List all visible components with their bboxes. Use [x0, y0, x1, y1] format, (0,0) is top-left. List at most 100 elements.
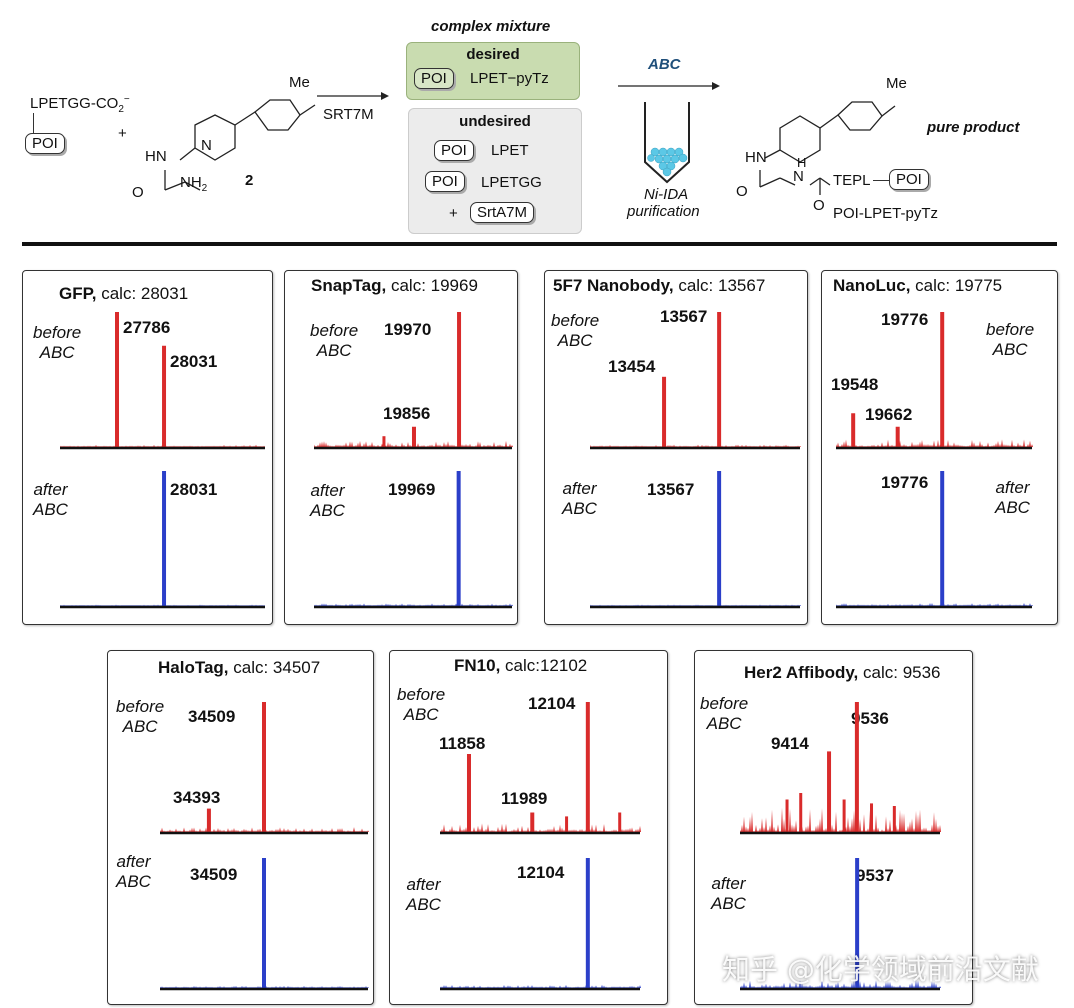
- noise-trace: [590, 444, 801, 447]
- before-spectrum: [440, 702, 641, 835]
- before-abc-label: before ABC: [33, 323, 82, 362]
- peak-label: 28031: [170, 352, 218, 371]
- hn-label: HN: [145, 148, 167, 165]
- amide-n-label: N: [793, 168, 804, 185]
- plus-sign: +: [449, 205, 458, 222]
- oxygen-label: O: [813, 197, 825, 214]
- peak-27786: [115, 312, 120, 447]
- peak-12104: [585, 702, 590, 832]
- peak-label: 9537: [856, 866, 894, 885]
- peak-label: 19548: [831, 375, 879, 394]
- panel-title: SnapTag, calc: 19969: [311, 276, 478, 296]
- panel-title: Her2 Affibody, calc: 9536: [744, 663, 941, 683]
- arrow-icon: [317, 92, 389, 100]
- amide-h-label: H: [797, 155, 807, 170]
- peak-34393: [206, 808, 211, 832]
- bond-line: [873, 180, 889, 182]
- before-abc-label: before ABC: [700, 694, 749, 733]
- before-spectrum: [590, 312, 801, 450]
- poi-pill: POI: [425, 171, 465, 192]
- undesired-product-2: LPETGG: [481, 174, 542, 191]
- before-abc-label: before ABC: [116, 697, 165, 736]
- peak-19776: [940, 471, 945, 606]
- protein-name: FN10,: [454, 656, 501, 675]
- before-abc-label: before ABC: [397, 685, 446, 724]
- watermark: 知乎 @化学领域前沿文献: [722, 953, 1039, 986]
- spectrum-panel: [107, 650, 374, 1005]
- mixture-title: complex mixture: [431, 18, 551, 35]
- peak-label: 19776: [881, 473, 929, 492]
- before-spectrum: [314, 312, 513, 450]
- before-spectrum: [740, 702, 941, 835]
- before-spectrum: [160, 702, 369, 835]
- peak-28031: [162, 345, 167, 447]
- peak-13567: [717, 471, 722, 606]
- protein-name: GFP,: [59, 284, 97, 303]
- desired-box: desired POI LPET−pyTz: [406, 42, 580, 100]
- peak-label: 11989: [501, 789, 548, 808]
- noise-trace: [740, 980, 941, 988]
- peak-9536: [854, 702, 859, 832]
- methyl-label: Me: [886, 75, 907, 92]
- after-abc-label: after ABC: [116, 852, 151, 891]
- minor-peak: [799, 793, 803, 832]
- poi-pill: POI: [889, 169, 929, 190]
- peak-label: 9414: [771, 734, 809, 753]
- peak-label: 13567: [660, 307, 708, 326]
- peak-19548: [851, 413, 856, 447]
- panel-title: GFP, calc: 28031: [59, 284, 188, 304]
- peak-13454: [662, 376, 667, 447]
- product-name: POI-LPET-pyTz: [833, 205, 939, 222]
- peak-label: 28031: [170, 480, 218, 499]
- peak-label: 34509: [190, 865, 238, 884]
- minor-peak: [382, 436, 386, 447]
- product-structure: [759, 101, 896, 195]
- after-spectrum: [590, 471, 801, 609]
- peak-12104: [585, 858, 590, 988]
- calc-mass: calc: 13567: [673, 276, 766, 295]
- peak-34509: [262, 858, 266, 988]
- peak-label: 34509: [188, 707, 236, 726]
- noise-trace: [440, 984, 641, 988]
- nh2-label: NH2: [180, 174, 208, 194]
- panel-title: HaloTag, calc: 34507: [158, 658, 320, 678]
- before-spectrum: [60, 312, 265, 450]
- after-spectrum: [314, 471, 513, 609]
- before-spectrum: [836, 312, 1033, 450]
- calc-mass: calc: 19969: [386, 276, 478, 295]
- peak-9414: [827, 751, 832, 832]
- protein-name: 5F7 Nanobody,: [553, 276, 674, 295]
- peak-19970: [457, 312, 462, 447]
- column-icon: [644, 102, 690, 184]
- after-abc-label: after ABC: [310, 481, 345, 520]
- after-spectrum: [740, 858, 941, 991]
- substrate-tag: LPETGG-CO2−: [30, 94, 130, 115]
- before-abc-label: before ABC: [986, 320, 1035, 359]
- desired-product: LPET−pyTz: [470, 70, 549, 87]
- undesired-product-1: LPET: [491, 142, 529, 159]
- before-abc-label: before ABC: [310, 321, 359, 360]
- peak-label: 13567: [647, 480, 695, 499]
- noise-trace: [314, 440, 513, 447]
- after-spectrum: [440, 858, 641, 991]
- noise-trace: [160, 827, 369, 832]
- enzyme-pill: SrtA7M: [470, 202, 535, 223]
- undesired-title: undesired: [459, 113, 531, 130]
- tetrazine-structure: [164, 99, 316, 191]
- peak-label: 27786: [123, 318, 171, 337]
- peak-19856: [411, 426, 416, 447]
- noise-trace: [740, 807, 941, 832]
- panel-title: NanoLuc, calc: 19775: [833, 276, 1002, 296]
- peak-label: 12104: [517, 863, 565, 882]
- peak-label: 13454: [608, 357, 656, 376]
- protein-name: SnapTag,: [311, 276, 387, 295]
- after-spectrum: [60, 471, 265, 609]
- minor-peak: [842, 799, 846, 832]
- peak-28031: [162, 471, 167, 606]
- after-abc-label: after ABC: [995, 478, 1030, 517]
- minor-peak: [870, 803, 874, 832]
- peak-label: 19776: [881, 310, 929, 329]
- peak-label: 34393: [173, 788, 221, 807]
- after-abc-label: after ABC: [711, 874, 746, 913]
